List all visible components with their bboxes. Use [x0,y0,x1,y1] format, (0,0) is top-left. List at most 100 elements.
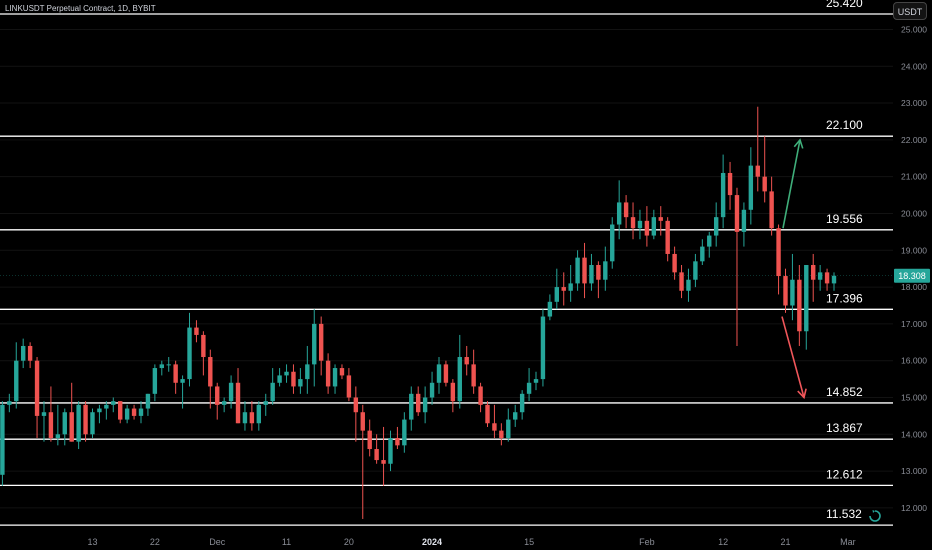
candle-body [769,191,774,229]
x-tick-label: 20 [344,537,354,547]
candle-body [346,375,352,398]
candle-body [145,393,151,409]
candle-body [589,265,594,284]
candle-body [409,393,414,420]
candle-body [436,364,442,383]
candle-body [464,357,469,365]
candle-body [339,368,345,376]
candle-body [138,408,144,416]
candle-body [693,261,698,280]
symbol-title: LINKUSDT Perpetual Contract, 1D, BYBIT [5,4,156,13]
candle-body [533,379,539,383]
candle-body [686,279,691,291]
candle-body [263,401,268,405]
x-tick-label: 11 [282,537,291,547]
candle-body [568,283,573,291]
y-tick-label: 19.000 [901,245,927,255]
candle-body [443,364,449,383]
last-price-label: 18.308 [898,271,926,281]
level-label: 13.867 [826,421,863,435]
candle-body [582,257,587,284]
candle-body [416,393,421,413]
candle-body [298,379,303,387]
candle-body [575,257,580,284]
candle-body [429,382,435,398]
candle-body [353,397,359,413]
candle-body [519,393,525,413]
candle-body [817,272,823,280]
candle-body [422,397,428,413]
candle-body [395,437,400,446]
time-axis[interactable]: 13 22 Dec 11 20 2024 15 Feb 12 21 Mar [87,537,855,547]
price-axis[interactable]: 25.000 24.000 23.000 22.000 21.000 20.000 19.0… [894,24,930,513]
candle-body [478,386,483,405]
reload-icon[interactable] [868,510,882,522]
candle-body [665,220,670,254]
candle-body [201,334,206,358]
arrow-down-line [781,316,805,398]
candle-body [700,246,705,262]
candle-body [228,382,234,402]
candles [0,106,837,519]
candle-body [748,165,754,210]
candle-body [0,404,5,475]
candle-body [651,217,657,236]
x-tick-label: 22 [150,537,160,547]
candle-body [256,404,262,424]
level-label: 22.100 [826,118,863,132]
candle-body [7,401,12,405]
y-tick-label: 13.000 [901,466,927,476]
x-tick-label: 13 [87,537,97,547]
last-price-badge [894,268,930,283]
arrow-up-line [782,139,801,229]
candle-body [69,412,74,442]
candle-body [104,404,109,409]
candle-body [492,423,497,431]
candle-body [14,360,19,402]
candle-body [707,235,712,247]
candle-body [41,412,47,416]
level-label: 17.396 [826,291,863,305]
candle-body [34,360,40,416]
candle-body [270,382,275,402]
x-tick-label: 2024 [422,537,442,547]
candle-body [305,364,310,380]
projection-arrows [781,138,807,400]
candle-body [76,404,81,442]
y-tick-label: 17.000 [901,319,927,329]
horizontal-levels: 25.420 22.100 19.556 17.396 14.852 13.867 12.6… [0,0,893,526]
x-tick-label: Mar [840,537,856,547]
candle-body [97,408,102,413]
candle-body [471,364,476,387]
candle-body [596,265,601,280]
y-tick-label: 18.000 [901,282,927,292]
currency-button[interactable]: USDT [893,2,927,20]
candle-body [277,375,282,383]
arrow-down-head [797,388,807,400]
candle-body [152,368,158,394]
y-tick-label: 16.000 [901,356,927,366]
candle-body [644,220,650,236]
candle-body [540,316,546,380]
candle-body [20,345,26,361]
candle-body [312,323,317,365]
candle-body [194,327,199,335]
grid-lines [0,28,893,509]
candle-body [360,412,365,431]
candle-body [131,408,137,416]
arrow-up-head [793,138,804,149]
y-tick-label: 23.000 [901,98,927,108]
candle-body [388,437,393,464]
candle-body [637,220,643,229]
candle-body [318,323,324,361]
x-tick-label: Dec [209,537,226,547]
candle-body [249,412,255,424]
candle-body [672,253,677,273]
candle-body [741,209,747,232]
candle-body [90,412,95,435]
candle-body [783,276,788,306]
candle-body [561,287,566,291]
x-tick-label: 15 [524,537,534,547]
candle-body [713,217,719,236]
